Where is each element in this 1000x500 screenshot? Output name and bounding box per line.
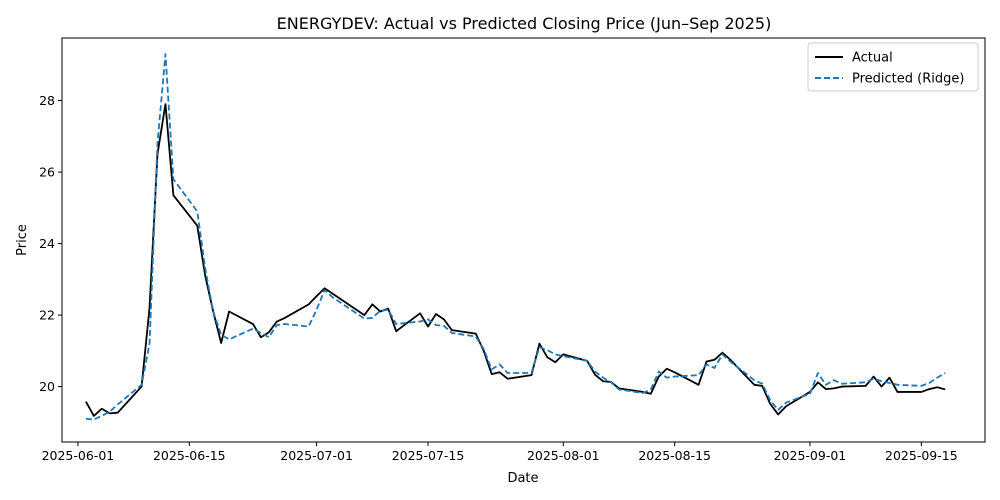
y-tick-label: 24 xyxy=(39,236,55,251)
x-tick-label: 2025-07-15 xyxy=(392,448,465,463)
x-tick-label: 2025-09-01 xyxy=(774,448,847,463)
plot-area xyxy=(61,37,986,443)
legend-box xyxy=(807,42,979,92)
x-axis: 2025-06-01 2025-06-15 2025-07-01 2025-07-15… xyxy=(42,442,958,463)
x-tick-label: 2025-06-01 xyxy=(42,448,115,463)
x-tick-label: 2025-06-15 xyxy=(153,448,226,463)
x-tick-label: 2025-09-15 xyxy=(885,448,958,463)
x-tick-label: 2025-08-01 xyxy=(527,448,600,463)
x-tick-label: 2025-08-15 xyxy=(638,448,711,463)
chart-title: ENERGYDEV: Actual vs Predicted Closing P… xyxy=(277,14,772,33)
x-axis-label: Date xyxy=(507,471,538,486)
y-axis: 20 22 24 26 28 xyxy=(39,93,62,394)
series-line-predicted xyxy=(85,53,946,421)
y-tick-label: 20 xyxy=(39,379,55,394)
series-layer xyxy=(85,53,946,421)
x-tick-label: 2025-07-01 xyxy=(280,448,353,463)
y-tick-label: 28 xyxy=(39,93,55,108)
legend: Actual Predicted (Ridge) xyxy=(807,42,979,92)
legend-label-predicted: Predicted (Ridge) xyxy=(852,72,964,87)
plot-frame xyxy=(61,37,986,443)
y-axis-label: Price xyxy=(15,224,30,256)
y-tick-label: 22 xyxy=(39,308,55,323)
y-tick-label: 26 xyxy=(39,165,55,180)
series-line-actual xyxy=(85,103,946,417)
legend-label-actual: Actual xyxy=(852,51,893,66)
